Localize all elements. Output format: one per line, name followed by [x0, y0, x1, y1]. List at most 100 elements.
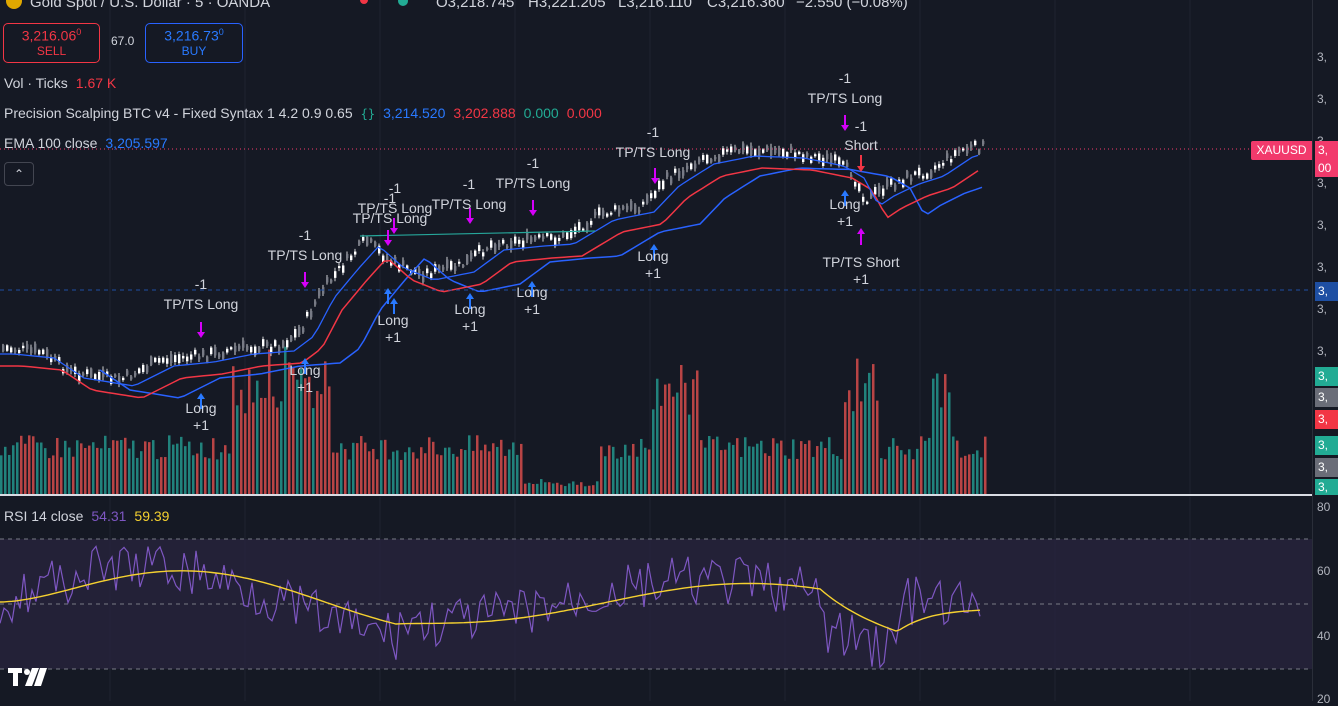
- ohlc-change: −2.550 (−0.08%): [796, 0, 908, 11]
- rsi-axis-tick: 60: [1317, 564, 1331, 578]
- indicator-upper-band: [0, 154, 979, 387]
- price-axis[interactable]: 3, 3, 3, 3, 3, 3, 3, 3, 3, 3, 00 3, 3, 3…: [1312, 0, 1338, 706]
- symbol-title[interactable]: Gold Spot / U.S. Dollar · 5 · OANDA: [30, 0, 271, 11]
- buy-price: 3,216.73: [164, 27, 219, 44]
- signal-label: TP/TS Long: [164, 296, 239, 312]
- rsi-value: 54.31: [91, 508, 127, 524]
- signal-label: Long: [516, 284, 547, 300]
- indicator-badge: 3,: [1315, 479, 1338, 495]
- signal-label: -1: [389, 180, 402, 196]
- ema-legend[interactable]: EMA 100 close 3,205.597: [4, 135, 176, 151]
- market-status-icon[interactable]: [360, 0, 368, 4]
- signal-label: +1: [645, 265, 661, 281]
- signal-label: Long: [289, 362, 320, 378]
- symbol-price-tag: XAUUSD: [1251, 141, 1312, 160]
- signal-label: -1: [855, 118, 868, 134]
- collapse-legend-button[interactable]: ⌃: [4, 162, 34, 186]
- volume-value: 1.67 K: [75, 75, 117, 91]
- indicator-value-2: 3,202.888: [453, 105, 516, 121]
- buy-label: BUY: [181, 43, 207, 58]
- price-chart-pane[interactable]: Long +1 Long +1 Long +1 Long +1 Long +1 Long +1 Long…: [0, 0, 1312, 495]
- indicator-legend[interactable]: Precision Scalping BTC v4 - Fixed Syntax…: [4, 105, 610, 121]
- rsi-ma-line: [0, 570, 981, 632]
- rsi-legend[interactable]: RSI 14 close 54.31 59.39: [4, 508, 177, 524]
- rsi-ma-value: 59.39: [134, 508, 170, 524]
- indicator-value-3: 0.000: [523, 105, 559, 121]
- ema-label: EMA 100 close: [4, 135, 98, 151]
- signal-label: TP/TS Long: [496, 175, 571, 191]
- buy-price-sup: 0: [218, 27, 224, 37]
- data-status-icon[interactable]: [398, 0, 408, 6]
- sell-button[interactable]: 3,216.060 SELL: [3, 23, 100, 63]
- signal-label: Long: [185, 400, 216, 416]
- signal-label: +1: [524, 301, 540, 317]
- price-level-badge: 3,: [1315, 282, 1338, 301]
- chart-header: Gold Spot / U.S. Dollar · 5 · OANDA O3,2…: [0, 0, 1000, 12]
- axis-tick: 3,: [1317, 50, 1328, 64]
- sell-price: 3,216.06: [21, 27, 77, 44]
- axis-tick: 3,: [1317, 344, 1328, 358]
- ohlc-close: C3,216.360: [707, 0, 785, 11]
- signal-label: -1: [463, 176, 476, 192]
- axis-tick: 3,: [1317, 176, 1328, 190]
- rsi-axis-tick: 20: [1317, 692, 1331, 706]
- ema-value: 3,205.597: [105, 135, 168, 151]
- signal-label: TP/TS Long: [808, 90, 883, 106]
- signal-label: Long: [377, 312, 408, 328]
- ohlc-low: L3,216.110: [618, 0, 692, 11]
- signal-label: +1: [837, 213, 853, 229]
- signal-label: Long: [829, 196, 860, 212]
- volume-histogram: [0, 346, 987, 495]
- signal-label: -1: [299, 227, 312, 243]
- price-chart-canvas[interactable]: Long+1Long+1Long+1Long+1Long+1Long+1Long…: [0, 0, 1312, 495]
- signal-label: -1: [384, 190, 397, 206]
- indicator-badge: 3,: [1315, 458, 1338, 477]
- tradingview-logo[interactable]: [8, 666, 48, 691]
- signal-label: +1: [462, 318, 478, 334]
- spread-value: 67.0: [111, 34, 135, 48]
- rsi-label: RSI 14 close: [4, 508, 84, 524]
- volume-label: Vol · Ticks: [4, 75, 68, 91]
- axis-tick: 3,: [1317, 302, 1328, 316]
- signal-label: TP/TS Short: [822, 254, 899, 270]
- axis-tick: 3,: [1317, 218, 1328, 232]
- axis-tick: 3,: [1317, 92, 1328, 106]
- indicator-badge: 3,: [1315, 388, 1338, 407]
- signal-label: +1: [385, 329, 401, 345]
- tradingview-logo-icon: [8, 668, 47, 686]
- signal-label: Short: [844, 137, 878, 153]
- signal-label: +1: [297, 379, 313, 395]
- rsi-line: [0, 545, 981, 669]
- signal-label: TP/TS Long: [616, 144, 691, 160]
- rsi-axis-tick: 80: [1317, 500, 1331, 514]
- signal-label: TP/TS Long: [432, 196, 507, 212]
- buy-button[interactable]: 3,216.730 BUY: [145, 23, 243, 63]
- volume-legend[interactable]: Vol · Ticks 1.67 K: [4, 75, 124, 91]
- ohlc-open: O3,218.745: [436, 0, 515, 11]
- indicator-badge: 3,: [1315, 410, 1338, 429]
- indicator-value-4: 0.000: [566, 105, 602, 121]
- braces-icon[interactable]: {}: [360, 107, 376, 121]
- indicator-badge: 3,: [1315, 436, 1338, 455]
- signal-markers: Long+1Long+1Long+1Long+1Long+1Long+1Long…: [164, 70, 900, 433]
- signal-label: TP/TS Long: [268, 247, 343, 263]
- countdown-badge: 00: [1315, 159, 1338, 177]
- signal-label: -1: [839, 70, 852, 86]
- chevron-up-icon: ⌃: [13, 167, 25, 181]
- signal-label: -1: [195, 276, 208, 292]
- indicator-value-1: 3,214.520: [383, 105, 446, 121]
- ema-100-line: [99, 167, 983, 399]
- signal-label: Long: [637, 248, 668, 264]
- rsi-axis-tick: 40: [1317, 629, 1331, 643]
- signal-label: Long: [454, 301, 485, 317]
- sell-label: SELL: [36, 43, 67, 58]
- sell-price-sup: 0: [76, 27, 82, 37]
- rsi-pane[interactable]: [0, 497, 1312, 701]
- pane-divider[interactable]: [0, 494, 1312, 496]
- indicator-name: Precision Scalping BTC v4 - Fixed Syntax…: [4, 105, 353, 121]
- signal-label: -1: [527, 155, 540, 171]
- rsi-canvas[interactable]: [0, 497, 1312, 701]
- indicator-lower-band: [0, 167, 979, 399]
- signal-label: -1: [647, 124, 660, 140]
- indicator-badge: 3,: [1315, 367, 1338, 386]
